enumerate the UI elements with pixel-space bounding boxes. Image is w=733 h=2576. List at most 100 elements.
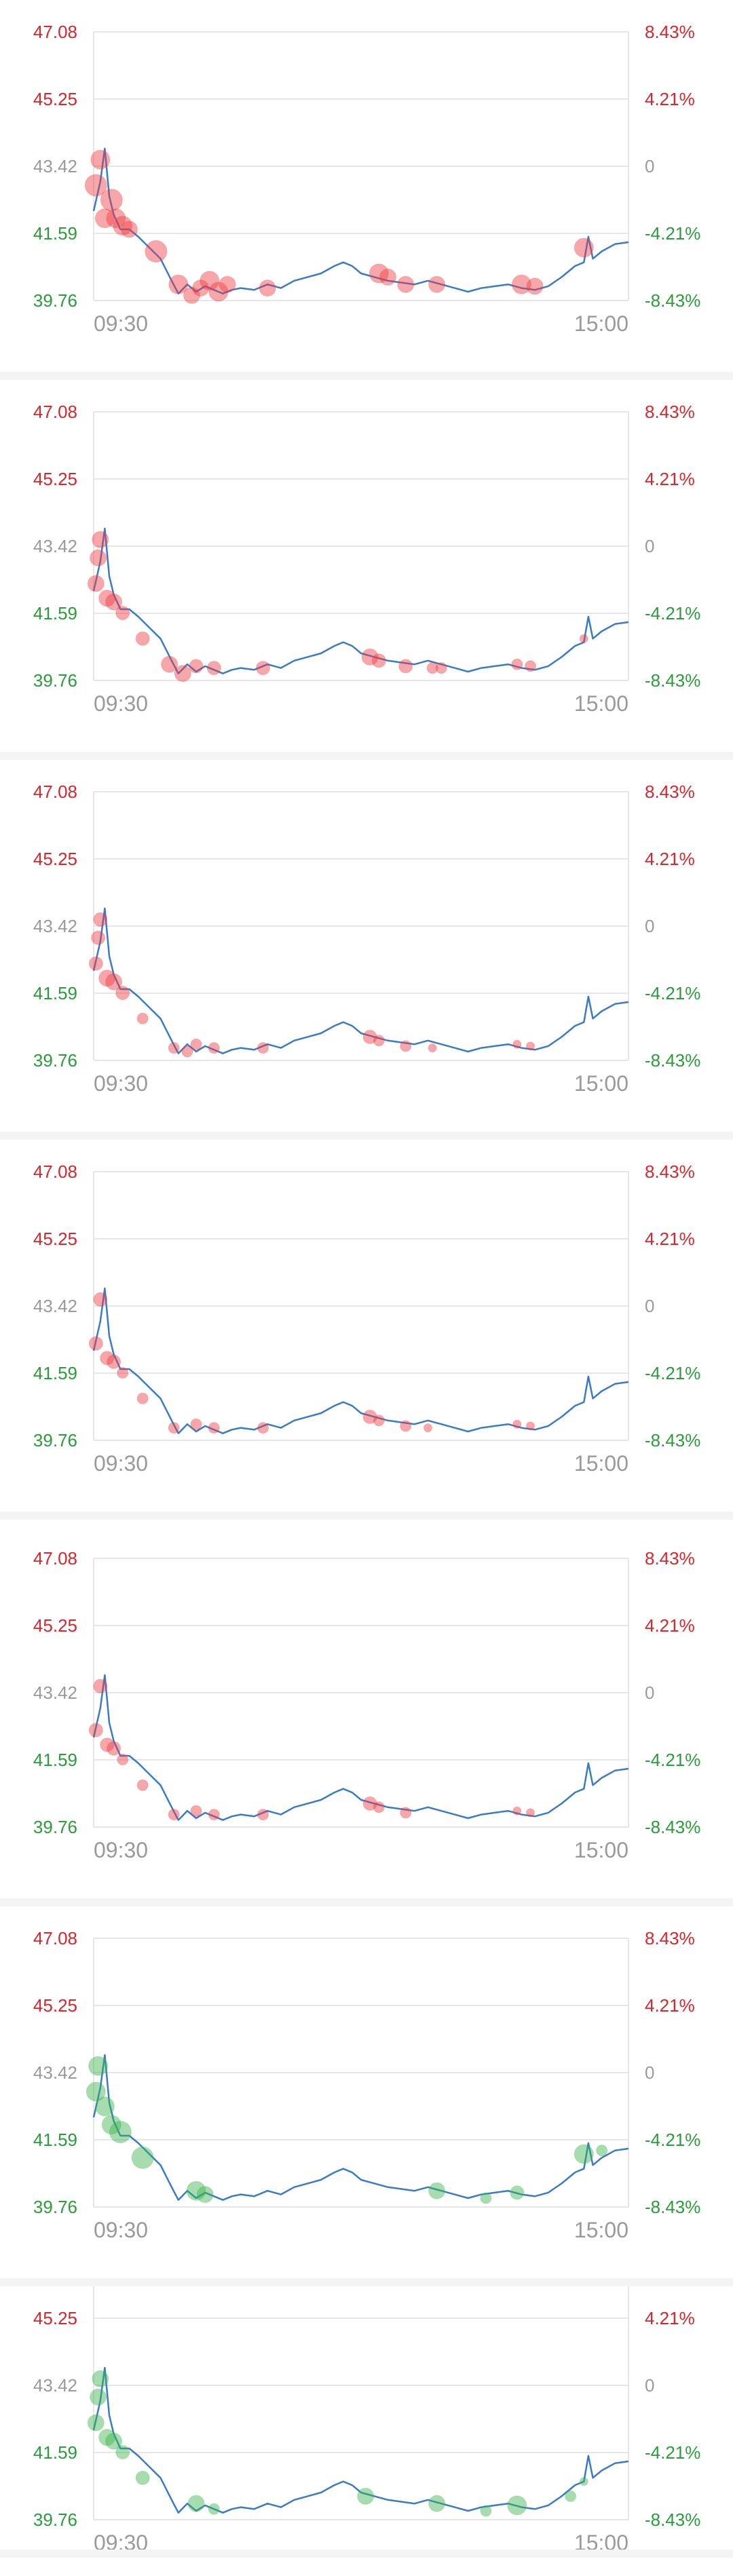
- y-tick-label: 43.42: [33, 2375, 77, 2396]
- x-tick-label: 15:00: [574, 1838, 628, 1862]
- y-tick-label: 47.08: [33, 22, 77, 42]
- y-pct-tick-label: 8.43%: [645, 402, 695, 422]
- trade-bubble: [480, 2192, 492, 2204]
- trade-bubble: [256, 661, 270, 676]
- panel-separator: [0, 1512, 733, 1520]
- y-tick-label: 43.42: [33, 156, 77, 176]
- y-pct-tick-label: 8.43%: [645, 1928, 695, 1948]
- y-tick-label: 41.59: [33, 983, 77, 1003]
- trade-bubble: [512, 1039, 522, 1049]
- y-tick-label: 45.25: [33, 1995, 77, 2016]
- y-tick-label: 45.25: [33, 1615, 77, 1636]
- trade-bubble: [168, 1422, 180, 1434]
- y-pct-tick-label: 4.21%: [645, 1995, 695, 2016]
- y-pct-tick-label: -4.21%: [645, 1363, 700, 1383]
- trade-bubble: [400, 1807, 412, 1819]
- price-line: [92, 527, 629, 674]
- y-pct-tick-label: -8.43%: [645, 2197, 700, 2217]
- trade-bubble: [369, 263, 389, 284]
- trade-bubble: [373, 1415, 385, 1427]
- y-pct-tick-label: -4.21%: [645, 1750, 700, 1770]
- panel-separator: [0, 372, 733, 380]
- trade-bubble: [257, 1422, 269, 1434]
- chart-svg: 47.08 45.25 43.42 41.59 39.76 8.43% 4.21% 0 -4.2…: [33, 402, 700, 716]
- trade-bubble: [105, 2432, 123, 2450]
- trade-bubble: [397, 275, 415, 293]
- y-pct-tick-label: -8.43%: [645, 1430, 700, 1450]
- y-tick-label: 45.25: [33, 2308, 77, 2328]
- y-tick-label: 47.08: [33, 1161, 77, 1182]
- trade-bubble: [93, 1292, 108, 1307]
- trade-bubble: [190, 1805, 202, 1817]
- price-line: [92, 1674, 629, 1821]
- y-tick-label: 47.08: [33, 1548, 77, 1569]
- trade-bubble: [373, 1801, 385, 1813]
- y-pct-tick-label: 4.21%: [645, 89, 695, 109]
- y-tick-label: 41.59: [33, 2130, 77, 2150]
- chart-panel: 47.08 45.25 43.42 41.59 39.76 8.43% 4.21% 0 -4.2…: [0, 0, 733, 380]
- trade-bubble: [596, 2145, 608, 2157]
- trade-bubble: [109, 2121, 132, 2144]
- trade-bubble: [183, 286, 200, 304]
- x-tick-label: 15:00: [574, 1451, 628, 1476]
- y-tick-label: 41.59: [33, 1750, 77, 1770]
- y-pct-tick-label: 0: [645, 156, 654, 176]
- trade-bubble: [428, 275, 446, 293]
- y-pct-tick-label: -4.21%: [645, 983, 700, 1003]
- y-tick-label: 43.42: [33, 536, 77, 556]
- trade-bubble: [219, 275, 236, 293]
- trade-bubble: [94, 208, 115, 229]
- trade-bubble: [100, 189, 123, 212]
- y-pct-tick-label: 0: [645, 2375, 654, 2396]
- trade-bubble: [105, 593, 123, 611]
- trade-bubble: [93, 912, 108, 927]
- price-line: [92, 2054, 629, 2201]
- trade-bubble: [208, 2503, 220, 2515]
- y-tick-label: 39.76: [33, 2510, 77, 2530]
- trade-bubble: [371, 653, 386, 668]
- y-pct-tick-label: 4.21%: [645, 1229, 695, 1249]
- trade-bubble: [90, 549, 107, 566]
- trade-bubble: [507, 2495, 527, 2516]
- price-line: [92, 907, 629, 1054]
- trade-bubble: [93, 1678, 108, 1693]
- panel-separator: [0, 2550, 733, 2558]
- chart-svg: 47.08 45.25 43.42 41.59 39.76 8.43% 4.21% 0 -4.2…: [33, 1928, 700, 2242]
- trade-bubble: [525, 660, 536, 672]
- trade-bubble: [145, 240, 168, 263]
- trade-bubble: [424, 1423, 432, 1433]
- trade-bubble: [428, 1043, 437, 1053]
- trade-bubble: [107, 1741, 121, 1756]
- trade-bubble: [190, 1038, 202, 1050]
- trade-bubble: [136, 1012, 149, 1024]
- trade-bubble: [526, 1421, 535, 1431]
- y-pct-tick-label: -8.43%: [645, 2510, 700, 2530]
- y-tick-label: 41.59: [33, 1363, 77, 1383]
- trade-bubble: [131, 2147, 154, 2169]
- trade-bubble: [526, 1041, 535, 1051]
- trade-bubble: [435, 662, 447, 674]
- trade-bubble: [92, 2370, 109, 2387]
- y-pct-tick-label: -4.21%: [645, 2130, 700, 2150]
- chart-svg: 47.08 45.25 43.42 41.59 39.76 8.43% 4.21% 0 -4.2…: [33, 22, 700, 336]
- x-tick-label: 09:30: [94, 1838, 148, 1862]
- y-pct-tick-label: 0: [645, 536, 654, 556]
- trade-bubble: [208, 282, 229, 302]
- chart-svg: 47.08 45.25 43.42 41.59 39.76 8.43% 4.21% 0 -4.2…: [33, 1161, 700, 1476]
- trade-bubble: [106, 208, 126, 229]
- trade-bubble: [135, 2470, 150, 2485]
- trade-bubble: [113, 216, 133, 236]
- trade-bubble: [90, 149, 111, 170]
- chart-panel: 47.08 45.25 43.42 41.59 39.76 8.43% 4.21% 0 -4.2…: [0, 760, 733, 1140]
- y-tick-label: 41.59: [33, 2442, 77, 2463]
- x-tick-label: 15:00: [574, 2218, 628, 2242]
- trade-bubble: [200, 271, 220, 291]
- y-tick-label: 43.42: [33, 916, 77, 936]
- y-pct-tick-label: 4.21%: [645, 469, 695, 489]
- trade-bubble: [84, 174, 107, 197]
- trade-bubble: [135, 631, 150, 646]
- trade-bubble: [361, 648, 379, 666]
- trade-bubble: [161, 655, 178, 673]
- trade-bubble: [181, 1045, 193, 1058]
- price-line: [92, 147, 629, 294]
